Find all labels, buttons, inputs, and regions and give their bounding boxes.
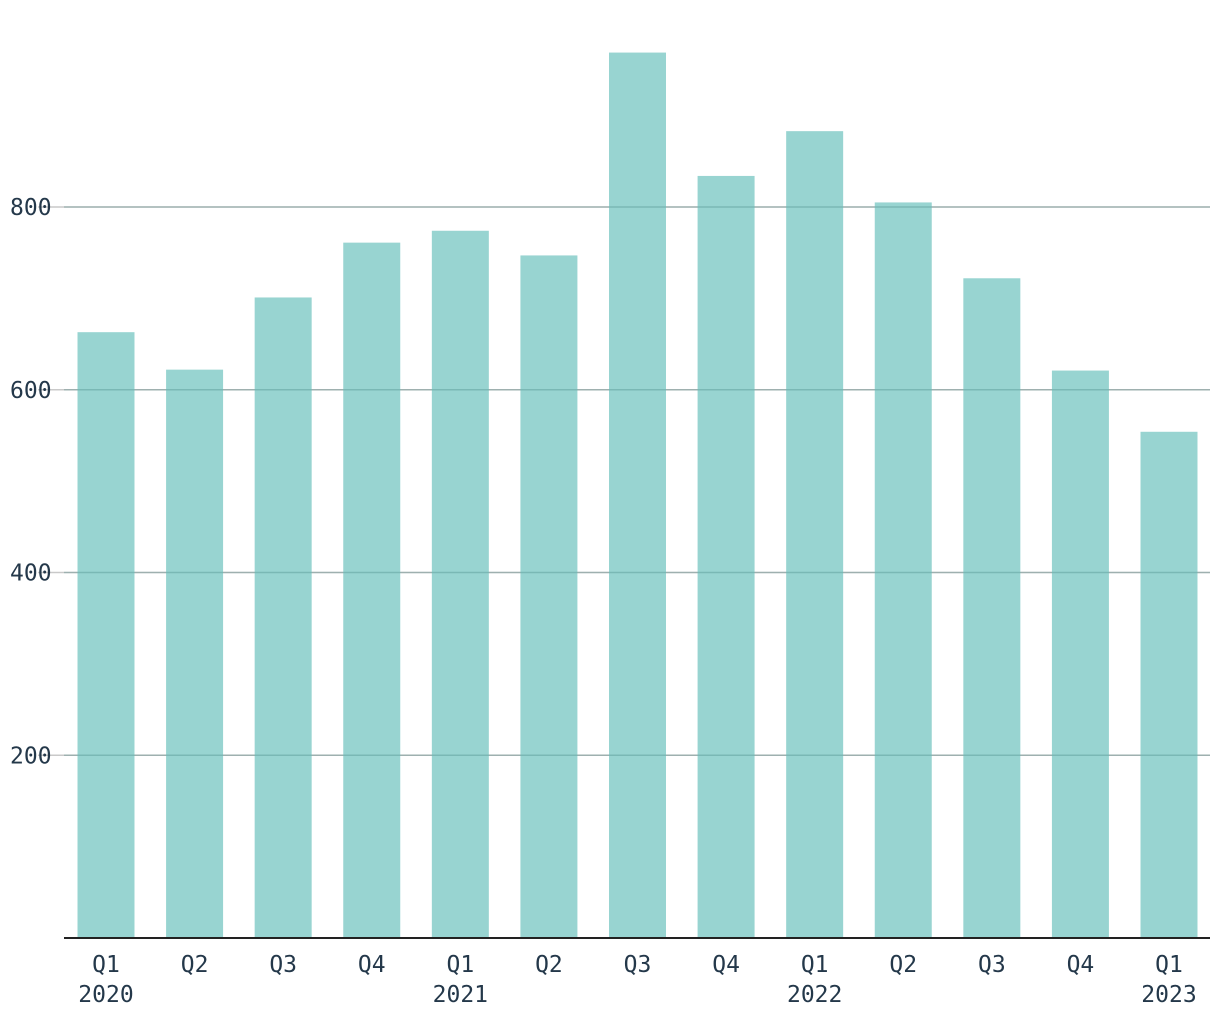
bar-1 (166, 369, 224, 939)
x-tick-label: Q2 (535, 952, 563, 978)
x-tick-label: Q4 (1067, 952, 1095, 978)
x-axis-tick-labels: Q1 2020 Q2 Q3 Q4 Q1 2021 Q2 Q3 Q4 Q1 2022 Q2 Q3 Q4 Q1 20… (78, 952, 1196, 1008)
bar-10 (963, 278, 1021, 939)
bar-2 (254, 297, 312, 938)
bar-0 (77, 332, 135, 939)
x-tick-label: Q1 (801, 952, 829, 978)
bar-9 (874, 202, 932, 938)
x-tick-label: Q3 (624, 952, 652, 978)
x-tick-label: Q1 (1155, 952, 1183, 978)
x-tick-label: Q1 (446, 952, 474, 978)
y-tick-label: 200 (10, 743, 52, 769)
x-tick-year-label: 2020 (78, 982, 133, 1008)
x-tick-year-label: 2021 (433, 982, 488, 1008)
x-tick-year-label: 2023 (1141, 982, 1196, 1008)
bar-6 (609, 52, 666, 939)
bars (77, 52, 1198, 939)
x-tick-label: Q4 (358, 952, 386, 978)
bar-11 (1051, 370, 1109, 938)
x-tick-label: Q2 (889, 952, 917, 978)
x-tick-label: Q1 (92, 952, 120, 978)
x-tick-label: Q2 (181, 952, 209, 978)
x-tick-label: Q3 (978, 952, 1006, 978)
y-tick-label: 400 (10, 561, 52, 587)
y-tick-label: 800 (10, 195, 52, 221)
bar-3 (343, 242, 401, 939)
bar-7 (697, 175, 755, 938)
x-tick-label: Q3 (269, 952, 297, 978)
y-tick-label: 600 (10, 378, 52, 404)
bar-8 (786, 131, 844, 938)
bar-12 (1140, 431, 1198, 938)
bar-5 (520, 255, 578, 938)
bar-4 (431, 230, 489, 938)
x-tick-year-label: 2022 (787, 982, 842, 1008)
x-tick-label: Q4 (712, 952, 740, 978)
gridlines-overlay (64, 206, 1210, 756)
y-axis-tick-labels: 200 400 600 800 (10, 195, 52, 769)
